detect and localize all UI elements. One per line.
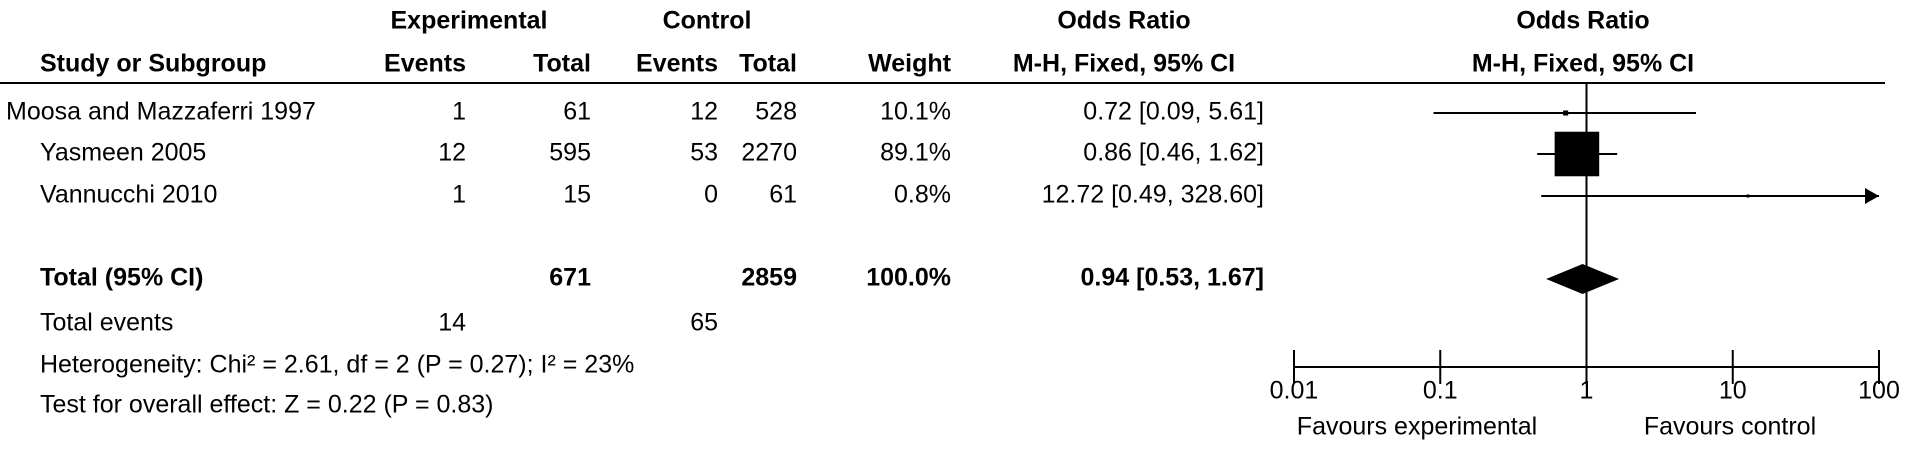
x-tick-label: 0.01: [1270, 377, 1319, 405]
cell: 15: [563, 181, 591, 209]
cell: 61: [563, 98, 591, 126]
cell: 53: [690, 139, 718, 167]
cell: 61: [769, 181, 797, 209]
favours-label: Favours control: [1644, 413, 1816, 441]
point-estimate: [1554, 131, 1600, 177]
total-label: Total (95% CI): [40, 264, 203, 292]
cell: 12.72 [0.49, 328.60]: [1042, 181, 1264, 209]
header: Study or Subgroup: [40, 50, 266, 78]
cell: 595: [549, 139, 591, 167]
cell: 10.1%: [880, 98, 951, 126]
header: M-H, Fixed, 95% CI: [1472, 50, 1694, 78]
cell: 2859: [741, 264, 797, 292]
header: M-H, Fixed, 95% CI: [1013, 50, 1235, 78]
header: Experimental: [390, 7, 547, 35]
cell: 2270: [741, 139, 797, 167]
cell: 12: [690, 98, 718, 126]
total-events-label: Total events: [40, 309, 173, 337]
point-estimate: [1746, 194, 1750, 198]
cell: 89.1%: [880, 139, 951, 167]
cell: 0.72 [0.09, 5.61]: [1083, 98, 1264, 126]
cell: 528: [755, 98, 797, 126]
cell: 1: [452, 98, 466, 126]
study-name: Yasmeen 2005: [40, 139, 206, 167]
cell: 0.8%: [894, 181, 951, 209]
heterogeneity: Heterogeneity: Chi² = 2.61, df = 2 (P = …: [40, 351, 634, 379]
cell: 100.0%: [866, 264, 951, 292]
cell: 0.86 [0.46, 1.62]: [1083, 139, 1264, 167]
header: Total: [533, 50, 591, 78]
header: Odds Ratio: [1516, 7, 1649, 35]
cell: 1: [452, 181, 466, 209]
summary-diamond: [1546, 264, 1620, 294]
cell: 12: [438, 139, 466, 167]
overall-effect: Test for overall effect: Z = 0.22 (P = 0…: [40, 391, 493, 419]
cell: 671: [549, 264, 591, 292]
ci-arrow: [1865, 188, 1879, 204]
cell: 14: [438, 309, 466, 337]
study-name: Moosa and Mazzaferri 1997: [6, 98, 316, 126]
cell: 65: [690, 309, 718, 337]
point-estimate: [1563, 110, 1569, 116]
favours-label: Favours experimental: [1297, 413, 1537, 441]
cell: 0.94 [0.53, 1.67]: [1081, 264, 1264, 292]
x-tick-label: 100: [1858, 377, 1900, 405]
header: Control: [663, 7, 752, 35]
study-name: Vannucchi 2010: [40, 181, 217, 209]
header: Weight: [868, 50, 952, 78]
header: Events: [384, 50, 466, 78]
cell: 0: [704, 181, 718, 209]
header: Odds Ratio: [1057, 7, 1190, 35]
x-tick-label: 0.1: [1423, 377, 1458, 405]
x-tick-label: 1: [1580, 377, 1594, 405]
header: Total: [739, 50, 797, 78]
header: Events: [636, 50, 718, 78]
x-tick-label: 10: [1719, 377, 1747, 405]
